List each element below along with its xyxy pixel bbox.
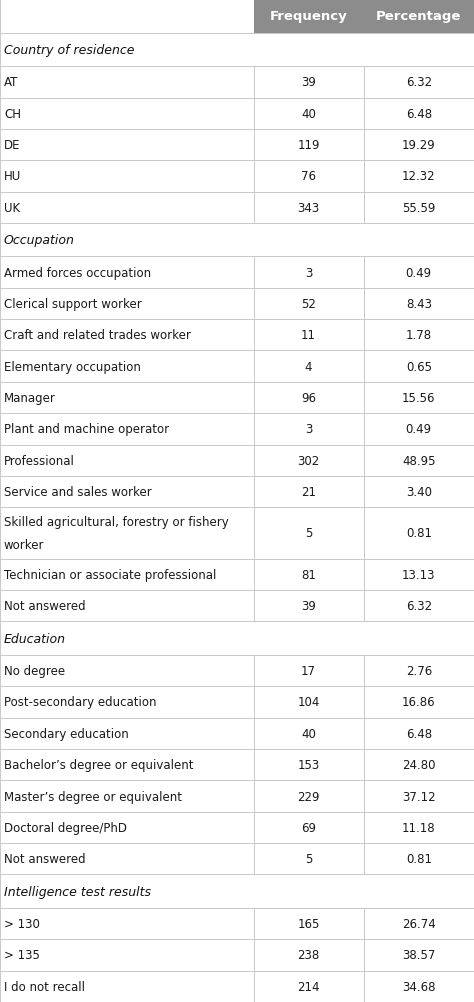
Text: 238: 238 — [298, 949, 319, 962]
Text: Country of residence: Country of residence — [4, 44, 135, 57]
Text: 0.81: 0.81 — [406, 853, 432, 866]
Text: Occupation: Occupation — [4, 233, 75, 246]
Text: 38.57: 38.57 — [402, 949, 436, 962]
Text: UK: UK — [4, 201, 20, 214]
Text: Percentage: Percentage — [376, 10, 462, 23]
Text: > 135: > 135 — [4, 949, 40, 962]
Text: Not answered: Not answered — [4, 599, 86, 612]
Text: Bachelor’s degree or equivalent: Bachelor’s degree or equivalent — [4, 759, 193, 772]
Text: 69: 69 — [301, 821, 316, 834]
Text: 119: 119 — [297, 139, 320, 152]
Text: 21: 21 — [301, 486, 316, 499]
Text: Armed forces occupation: Armed forces occupation — [4, 267, 151, 280]
Text: 39: 39 — [301, 76, 316, 89]
Text: Frequency: Frequency — [270, 10, 347, 23]
Text: CH: CH — [4, 107, 21, 120]
Text: 12.32: 12.32 — [402, 170, 436, 183]
Text: > 130: > 130 — [4, 917, 40, 930]
Text: Professional: Professional — [4, 454, 75, 467]
Text: 3.40: 3.40 — [406, 486, 432, 499]
Text: Plant and machine operator: Plant and machine operator — [4, 423, 169, 436]
Text: Clerical support worker: Clerical support worker — [4, 298, 142, 311]
Text: 1.78: 1.78 — [406, 329, 432, 342]
Text: Intelligence test results: Intelligence test results — [4, 885, 151, 898]
Text: 5: 5 — [305, 853, 312, 866]
Text: 15.56: 15.56 — [402, 392, 436, 405]
Text: Skilled agricultural, forestry or fishery: Skilled agricultural, forestry or fisher… — [4, 516, 229, 529]
Text: I do not recall: I do not recall — [4, 980, 85, 993]
Text: 76: 76 — [301, 170, 316, 183]
Text: Secondary education: Secondary education — [4, 727, 129, 740]
Text: 24.80: 24.80 — [402, 759, 436, 772]
Text: 2.76: 2.76 — [406, 664, 432, 677]
Text: 165: 165 — [297, 917, 320, 930]
Text: 3: 3 — [305, 267, 312, 280]
Text: Education: Education — [4, 632, 66, 645]
Text: Craft and related trades worker: Craft and related trades worker — [4, 329, 191, 342]
Text: 5: 5 — [305, 527, 312, 540]
Text: 13.13: 13.13 — [402, 568, 436, 581]
Text: HU: HU — [4, 170, 21, 183]
Text: Doctoral degree/PhD: Doctoral degree/PhD — [4, 821, 127, 834]
Text: 48.95: 48.95 — [402, 454, 436, 467]
Text: 0.49: 0.49 — [406, 267, 432, 280]
Text: 37.12: 37.12 — [402, 790, 436, 803]
Text: 6.48: 6.48 — [406, 727, 432, 740]
Text: 6.32: 6.32 — [406, 76, 432, 89]
Text: worker: worker — [4, 538, 45, 551]
Text: 16.86: 16.86 — [402, 695, 436, 708]
Text: Elementary occupation: Elementary occupation — [4, 361, 141, 374]
Text: 52: 52 — [301, 298, 316, 311]
Text: Manager: Manager — [4, 392, 56, 405]
Text: Service and sales worker: Service and sales worker — [4, 486, 152, 499]
Text: 153: 153 — [298, 759, 319, 772]
Text: 0.81: 0.81 — [406, 527, 432, 540]
Text: 40: 40 — [301, 727, 316, 740]
Text: AT: AT — [4, 76, 18, 89]
Text: 4: 4 — [305, 361, 312, 374]
Text: 19.29: 19.29 — [402, 139, 436, 152]
Text: 0.65: 0.65 — [406, 361, 432, 374]
Text: 81: 81 — [301, 568, 316, 581]
Text: DE: DE — [4, 139, 20, 152]
Text: 343: 343 — [298, 201, 319, 214]
Text: 11: 11 — [301, 329, 316, 342]
Text: 6.32: 6.32 — [406, 599, 432, 612]
Text: 302: 302 — [298, 454, 319, 467]
Text: No degree: No degree — [4, 664, 65, 677]
Bar — [254, 0, 474, 33]
Text: Technician or associate professional: Technician or associate professional — [4, 568, 216, 581]
Text: 55.59: 55.59 — [402, 201, 436, 214]
Text: 214: 214 — [297, 980, 320, 993]
Text: Not answered: Not answered — [4, 853, 86, 866]
Text: Master’s degree or equivalent: Master’s degree or equivalent — [4, 790, 182, 803]
Text: 6.48: 6.48 — [406, 107, 432, 120]
Text: 96: 96 — [301, 392, 316, 405]
Text: 0.49: 0.49 — [406, 423, 432, 436]
Text: 104: 104 — [297, 695, 320, 708]
Text: 40: 40 — [301, 107, 316, 120]
Text: Post-secondary education: Post-secondary education — [4, 695, 156, 708]
Text: 39: 39 — [301, 599, 316, 612]
Text: 229: 229 — [297, 790, 320, 803]
Text: 17: 17 — [301, 664, 316, 677]
Text: 34.68: 34.68 — [402, 980, 436, 993]
Text: 11.18: 11.18 — [402, 821, 436, 834]
Text: 26.74: 26.74 — [402, 917, 436, 930]
Text: 3: 3 — [305, 423, 312, 436]
Text: 8.43: 8.43 — [406, 298, 432, 311]
